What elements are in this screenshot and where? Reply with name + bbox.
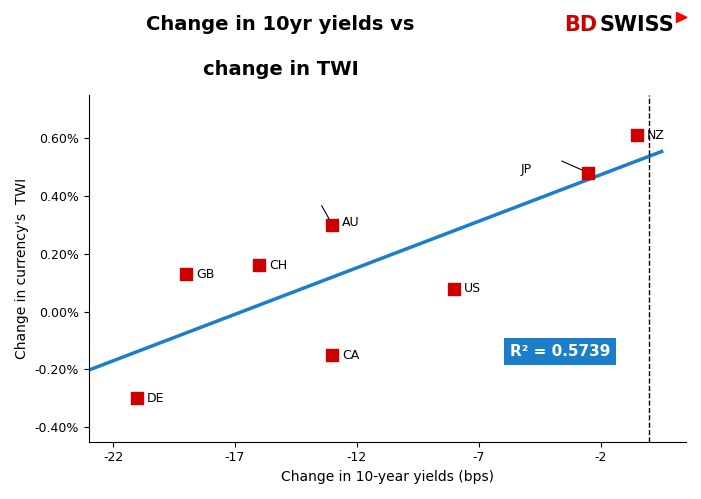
Text: BD: BD xyxy=(564,15,597,35)
Text: Change in 10yr yields vs: Change in 10yr yields vs xyxy=(147,15,414,34)
Text: DE: DE xyxy=(147,392,165,405)
Text: change in TWI: change in TWI xyxy=(203,60,358,79)
Text: AU: AU xyxy=(342,216,360,229)
Point xyxy=(632,131,643,139)
Point xyxy=(583,169,594,177)
X-axis label: Change in 10-year yields (bps): Change in 10-year yields (bps) xyxy=(281,470,494,484)
Text: R² = 0.5739: R² = 0.5739 xyxy=(510,344,610,359)
Point xyxy=(181,270,192,278)
Point xyxy=(132,394,143,402)
Text: CH: CH xyxy=(269,259,287,272)
Text: GB: GB xyxy=(196,267,215,280)
Point xyxy=(449,284,460,292)
Y-axis label: Change in currency's  TWI: Change in currency's TWI xyxy=(15,178,29,359)
Text: SWISS: SWISS xyxy=(599,15,674,35)
Text: CA: CA xyxy=(342,348,360,361)
Point xyxy=(327,221,338,229)
Text: US: US xyxy=(464,282,482,295)
Text: NZ: NZ xyxy=(647,129,665,142)
Text: JP: JP xyxy=(520,164,531,177)
Text: +: + xyxy=(676,13,683,22)
Point xyxy=(327,351,338,359)
Point xyxy=(254,261,265,269)
